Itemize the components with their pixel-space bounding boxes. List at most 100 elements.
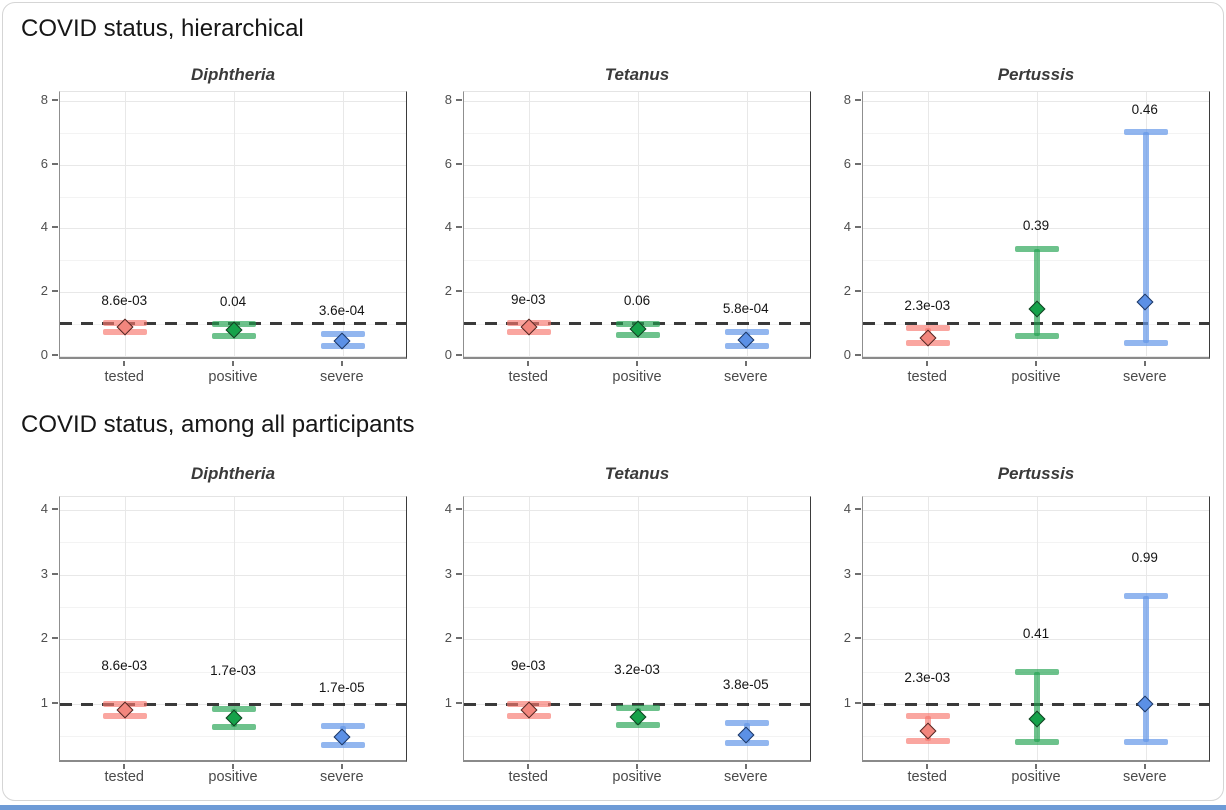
y-axis-tick-label: 2 [843,630,851,646]
y-axis-tick [855,637,861,640]
major-gridline-h [863,228,1209,230]
y-axis-tick [456,290,462,293]
category-label: positive [208,769,258,785]
x-axis-tick [527,361,530,366]
major-gridline-h [60,292,406,294]
category-label: tested [508,369,549,385]
y-axis-tick [52,507,58,510]
category-label: tested [104,369,145,385]
y-axis-tick-label: 4 [444,219,452,235]
gridline-v [928,497,930,760]
minor-gridline-h [60,542,406,544]
x-axis-tick [926,764,929,769]
x-axis-tick [926,361,929,366]
major-gridline-h [863,574,1209,576]
x-axis-tick [340,361,343,366]
minor-gridline-h [60,607,406,609]
y-axis-tick-label: 3 [40,565,48,581]
errorbar-cap-top [320,723,365,730]
minor-gridline-h [863,542,1209,544]
x-axis-tick [1035,764,1037,769]
major-gridline-h [60,639,406,641]
y-axis-tick [456,98,462,101]
y-axis-tick [855,226,861,229]
major-gridline-h [863,639,1209,641]
category-label: severe [723,769,768,785]
y-axis-tick [52,98,58,101]
gridline-v [234,497,235,760]
reference-line [464,702,810,706]
gridline-v [746,497,748,760]
y-axis-tick [855,572,861,575]
category-label: positive [612,369,662,385]
x-axis-tick [1143,764,1146,769]
x-axis-tick [123,764,126,769]
major-gridline-h [60,509,406,511]
y-axis-tick [456,572,462,575]
y-axis-tick [855,290,861,293]
p-value-label: 3.2e-03 [614,661,660,677]
p-value-label: 2.3e-03 [904,298,951,314]
x-axis-tick [527,764,530,769]
minor-gridline-h [60,736,406,738]
y-axis-tick-label: 4 [444,500,452,516]
y-axis-tick-label: 4 [843,500,851,516]
x-axis-tick [744,764,747,769]
y-axis-tick-label: 3 [843,565,851,581]
y-axis-tick [855,353,861,356]
section-title: COVID status, among all participants [21,411,415,438]
y-axis-tick-label: 6 [444,155,452,171]
y-axis-tick [52,572,58,575]
minor-gridline-h [464,607,810,609]
gridline-v [529,497,531,760]
errorbar-cap-bottom [1015,738,1059,745]
x-axis-tick [744,361,747,366]
y-axis-tick-label: 4 [40,219,48,235]
x-axis-tick [636,361,638,366]
p-value-label: 3.8e-05 [722,676,769,692]
x-axis-tick [340,764,343,769]
panel-title: Tetanus [604,464,670,483]
errorbar-vline [1034,671,1040,742]
p-value-label: 1.7e-05 [318,679,365,695]
y-axis-tick-label: 4 [40,500,48,516]
y-axis-tick [456,226,462,229]
y-axis-tick-label: 0 [40,346,48,362]
errorbar-vline [1034,248,1040,337]
y-axis-tick-label: 8 [843,91,851,107]
panel [862,496,1210,762]
panel [59,496,407,762]
p-value-label: 0.04 [219,293,247,309]
major-gridline-h [464,292,810,294]
errorbar-cap-bottom [906,737,951,744]
p-value-label: 0.06 [623,293,651,309]
y-axis-tick [52,226,58,229]
category-label: positive [1011,769,1061,785]
minor-gridline-h [464,736,810,738]
major-gridline-h [464,639,810,641]
x-axis-tick [123,361,126,366]
gridline-v [746,92,748,357]
x-axis-tick [1143,361,1146,366]
y-axis-tick [456,507,462,510]
errorbar-cap-top [1015,245,1059,252]
x-axis-tick [1035,361,1037,366]
errorbar-cap-top [616,704,660,711]
gridline-v [1037,92,1038,357]
y-axis-tick-label: 3 [444,565,452,581]
panel-title: Tetanus [604,65,670,84]
category-label: positive [208,369,258,385]
y-axis-tick [52,353,58,356]
x-axis-tick [232,361,234,366]
minor-gridline-h [60,132,406,134]
bottom-strip [0,805,1226,810]
y-axis-tick-label: 2 [40,630,48,646]
y-axis-tick-label: 1 [843,695,851,711]
minor-gridline-h [863,196,1209,198]
panel [59,91,407,359]
minor-gridline-h [60,671,406,673]
major-gridline-h [863,509,1209,511]
p-value-label: 8.6e-03 [101,657,148,673]
category-label: tested [907,769,948,785]
